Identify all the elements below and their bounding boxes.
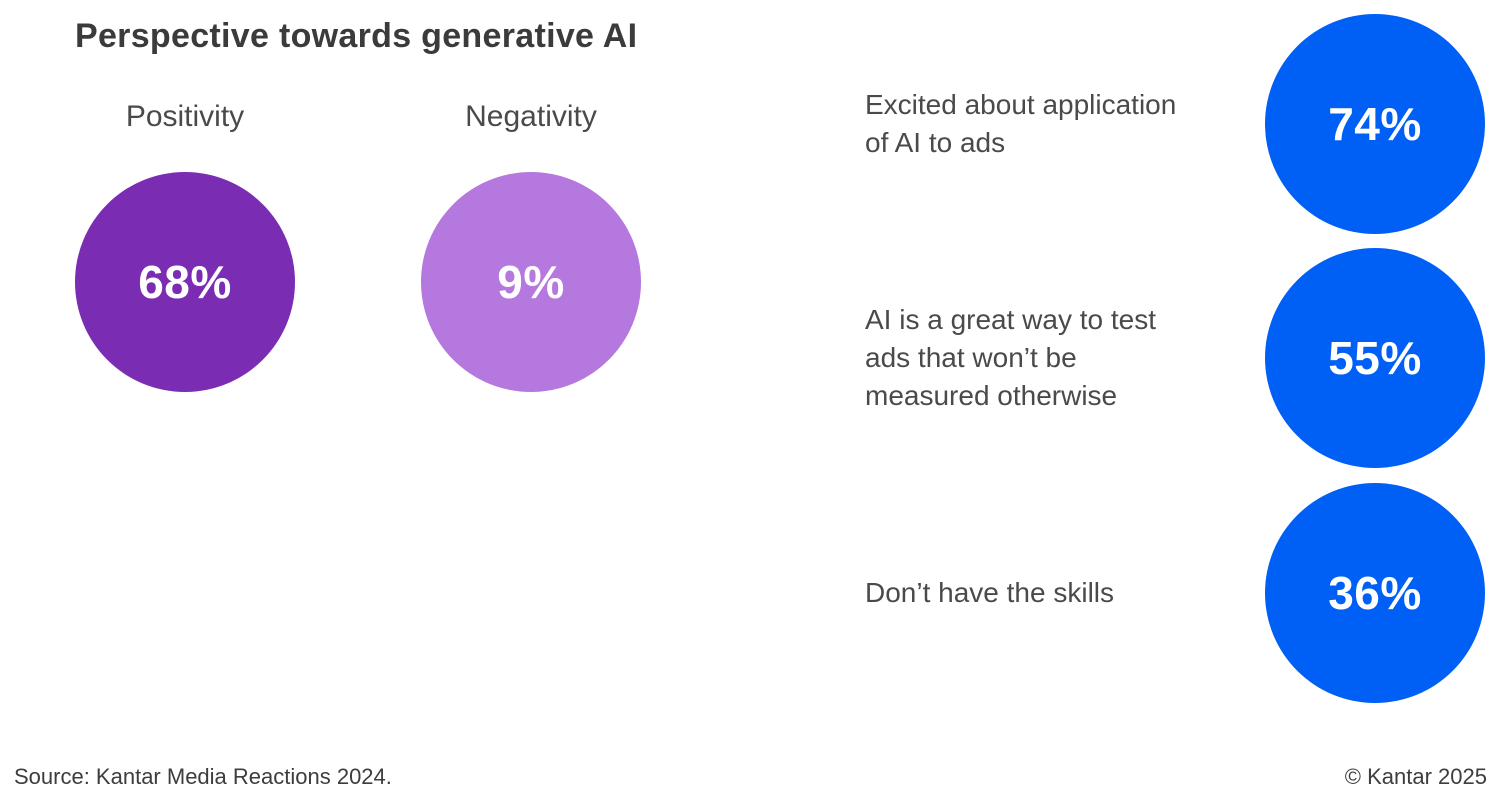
negativity-label: Negativity (465, 100, 597, 133)
copyright-text: © Kantar 2025 (1344, 764, 1487, 789)
statement-label: Excited about application of AI to ads (865, 89, 1177, 158)
statement-value: 55% (1328, 332, 1422, 384)
chart-title: Perspective towards generative AI (75, 17, 638, 55)
statement-label: Don’t have the skills (865, 577, 1115, 608)
positivity-circle: 68% (75, 172, 295, 392)
statement-label: AI is a great way to test ads that won’t… (865, 304, 1157, 411)
source-text: Source: Kantar Media Reactions 2024. (14, 764, 392, 789)
statement-value: 36% (1328, 567, 1422, 619)
statement-circle: 74% (1265, 14, 1485, 234)
positivity-value: 68% (138, 256, 232, 308)
negativity-circle: 9% (421, 172, 641, 392)
negativity-value: 9% (497, 256, 565, 308)
positivity-label: Positivity (125, 100, 245, 133)
statement-circle: 36% (1265, 483, 1485, 703)
statement-value: 74% (1328, 98, 1422, 150)
statement-circle: 55% (1265, 248, 1485, 468)
